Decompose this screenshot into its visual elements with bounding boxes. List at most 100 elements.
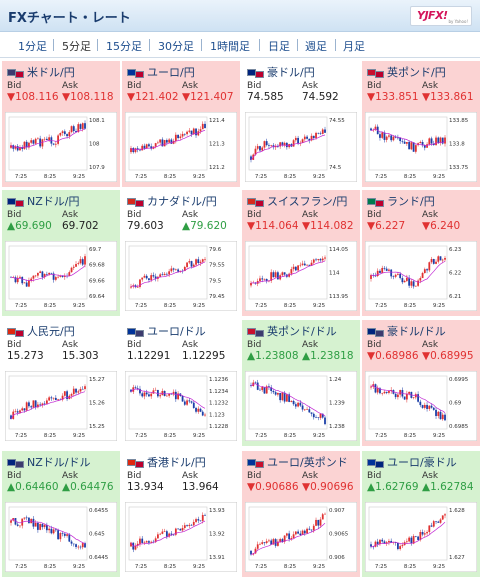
candle-body [204, 514, 206, 516]
yjfx-logo[interactable]: YJFX! by Yahoo! [410, 6, 472, 26]
y-tick-label: 13.91 [209, 555, 225, 561]
rate-panel[interactable]: ユーロ/円 Bid Ask ▼121.402 ▼121.407 121.4 121.3 121… [122, 61, 240, 187]
candle-body [274, 146, 277, 148]
currency-pair-link[interactable]: 人民元/円 [7, 324, 75, 338]
x-tick-label: 9:25 [193, 433, 206, 439]
y-tick-label: 121.3 [209, 142, 225, 148]
rate-panel[interactable]: 英ポンド/円 Bid Ask ▼133.851 ▼133.861 133.85 133.8 1… [362, 61, 480, 187]
candle-body [139, 388, 141, 394]
ask-value: ▼0.90696 [302, 481, 354, 493]
rate-panel[interactable]: スイスフラン/円 Bid Ask ▼114.064 ▼114.082 114.05 114 1… [242, 190, 360, 316]
y-tick-label: 79.55 [209, 263, 225, 269]
candle-body [159, 139, 162, 143]
candle-body [430, 138, 433, 144]
flag-icon [255, 199, 264, 207]
candle-body [188, 261, 191, 263]
currency-pair-link[interactable]: NZドル/円 [7, 194, 79, 208]
currency-pair-link[interactable]: 豪ドル/円 [247, 65, 315, 79]
candle-body [37, 522, 39, 530]
candle-body [81, 388, 84, 390]
candle-body [157, 534, 159, 539]
rate-panel[interactable]: 米ドル/円 Bid Ask ▼108.116 ▼108.118 108.1 108 107.9… [2, 61, 120, 187]
candle-body [79, 388, 82, 392]
rate-panel[interactable]: ユーロ/ドル Bid Ask 1.12291 1.12295 1.1236 1.1234 1.… [122, 320, 240, 446]
rate-panel[interactable]: カナダドル/円 Bid Ask 79.603 ▲79.620 79.6 79.55 79.5 7… [122, 190, 240, 316]
candle-body [265, 386, 268, 394]
candle-body [439, 256, 442, 261]
candle-body [174, 528, 177, 535]
candle-body [165, 531, 168, 537]
candle-body [174, 269, 177, 271]
rate-panel[interactable]: ユーロ/英ポンド Bid Ask ▼0.90686 ▼0.90696 0.907 0.906… [242, 451, 360, 577]
currency-pair-link[interactable]: ユーロ/ドル [127, 324, 206, 338]
currency-pair-link[interactable]: NZドル/ドル [7, 455, 90, 469]
currency-pair-name: ユーロ/豪ドル [387, 456, 457, 469]
candle-body [52, 397, 55, 399]
candle-body [381, 539, 384, 542]
currency-pair-link[interactable]: スイスフラン/円 [247, 194, 347, 208]
candle-body [370, 275, 372, 279]
currency-pair-link[interactable]: 香港ドル/円 [127, 455, 206, 469]
candle-body [285, 394, 288, 402]
tab-0[interactable]: 1分足 [18, 40, 47, 53]
candle-body [312, 413, 315, 418]
x-tick-label: 9:25 [73, 433, 86, 439]
rate-panel[interactable]: 英ポンド/ドル Bid Ask ▲1.23808 ▲1.23818 1.24 1.239 1.… [242, 320, 360, 446]
tab-3[interactable]: 30分足 [158, 40, 194, 53]
candle-body [412, 397, 415, 398]
bid-value: ▼6.227 [367, 220, 406, 232]
candle-body [263, 141, 266, 148]
rate-panel[interactable]: 香港ドル/円 Bid Ask 13.934 13.964 13.93 13.92 13.91 7… [122, 451, 240, 577]
candle-body [183, 267, 186, 272]
candle-body [403, 280, 406, 283]
currency-pair-link[interactable]: ユーロ/円 [127, 65, 195, 79]
candle-body [281, 142, 284, 146]
currency-pair-link[interactable]: 豪ドル/ドル [367, 324, 446, 338]
rate-panel[interactable]: 豪ドル/ドル Bid Ask ▼0.68986 ▼0.68995 0.6995 0.69 0.… [362, 320, 480, 446]
candle-body [148, 278, 150, 281]
currency-pair-link[interactable]: 英ポンド/円 [367, 65, 446, 79]
rate-panel[interactable]: ランド/円 Bid Ask ▼6.227 ▼6.240 6.23 6.22 6.21 7:25 8… [362, 190, 480, 316]
bid-ask-labels: Bid Ask [367, 81, 475, 91]
tab-7[interactable]: 月足 [343, 40, 365, 53]
bid-value: ▼0.68986 [367, 350, 419, 362]
y-tick-label: 121.2 [209, 165, 225, 171]
currency-pair-link[interactable]: 米ドル/円 [7, 65, 75, 79]
candle-body [63, 275, 66, 277]
candlestick-chart: 108.1 108 107.9 7:25 8:25 9:25 [5, 112, 117, 182]
rate-panel[interactable]: NZドル/円 Bid Ask ▲69.690 69.702 69.7 69.68 69.66 6… [2, 190, 120, 316]
currency-pair-link[interactable]: ユーロ/英ポンド [247, 455, 348, 469]
tab-6[interactable]: 週足 [305, 40, 327, 53]
candle-body [379, 134, 381, 138]
bid-label: Bid [247, 210, 262, 220]
bid-ask-values: ▼108.116 ▼108.118 [7, 91, 119, 103]
rate-panel[interactable]: NZドル/ドル Bid Ask ▲0.64460 ▲0.64476 0.6455 0.645… [2, 451, 120, 577]
y-tick-label: 0.6985 [449, 424, 469, 430]
currency-pair-link[interactable]: ユーロ/豪ドル [367, 455, 457, 469]
tab-2[interactable]: 15分足 [106, 40, 142, 53]
currency-pair-link[interactable]: 英ポンド/ドル [247, 324, 337, 338]
candle-body [70, 541, 73, 544]
currency-pair-name: 豪ドル/ドル [387, 325, 446, 338]
rate-panel[interactable]: 人民元/円 Bid Ask 15.273 15.303 15.27 15.26 15.25 7:… [2, 320, 120, 446]
tab-5[interactable]: 日足 [268, 40, 290, 53]
tab-separator [259, 39, 260, 51]
candle-body [25, 141, 28, 148]
y-tick-label: 69.68 [89, 263, 105, 269]
currency-pair-name: ユーロ/ドル [147, 325, 206, 338]
candle-body [285, 533, 288, 536]
tab-4[interactable]: 1時間足 [210, 40, 250, 53]
candle-body [414, 145, 417, 152]
candle-body [315, 259, 317, 261]
currency-pair-link[interactable]: カナダドル/円 [127, 194, 217, 208]
rate-panel[interactable]: 豪ドル/円 Bid Ask 74.585 74.592 74.55 74.5 7:25 8:25… [242, 61, 360, 187]
x-tick-label: 7:25 [135, 303, 148, 309]
candle-body [294, 404, 297, 407]
tab-1[interactable]: 5分足 [62, 40, 91, 53]
plot-area [368, 245, 448, 300]
x-tick-label: 7:25 [255, 564, 268, 570]
rate-panel[interactable]: ユーロ/豪ドル Bid Ask ▲1.62769 ▲1.62784 1.628 1.627 7… [362, 451, 480, 577]
currency-pair-link[interactable]: ランド/円 [367, 194, 435, 208]
candle-body [39, 138, 42, 147]
candle-body [385, 268, 388, 271]
